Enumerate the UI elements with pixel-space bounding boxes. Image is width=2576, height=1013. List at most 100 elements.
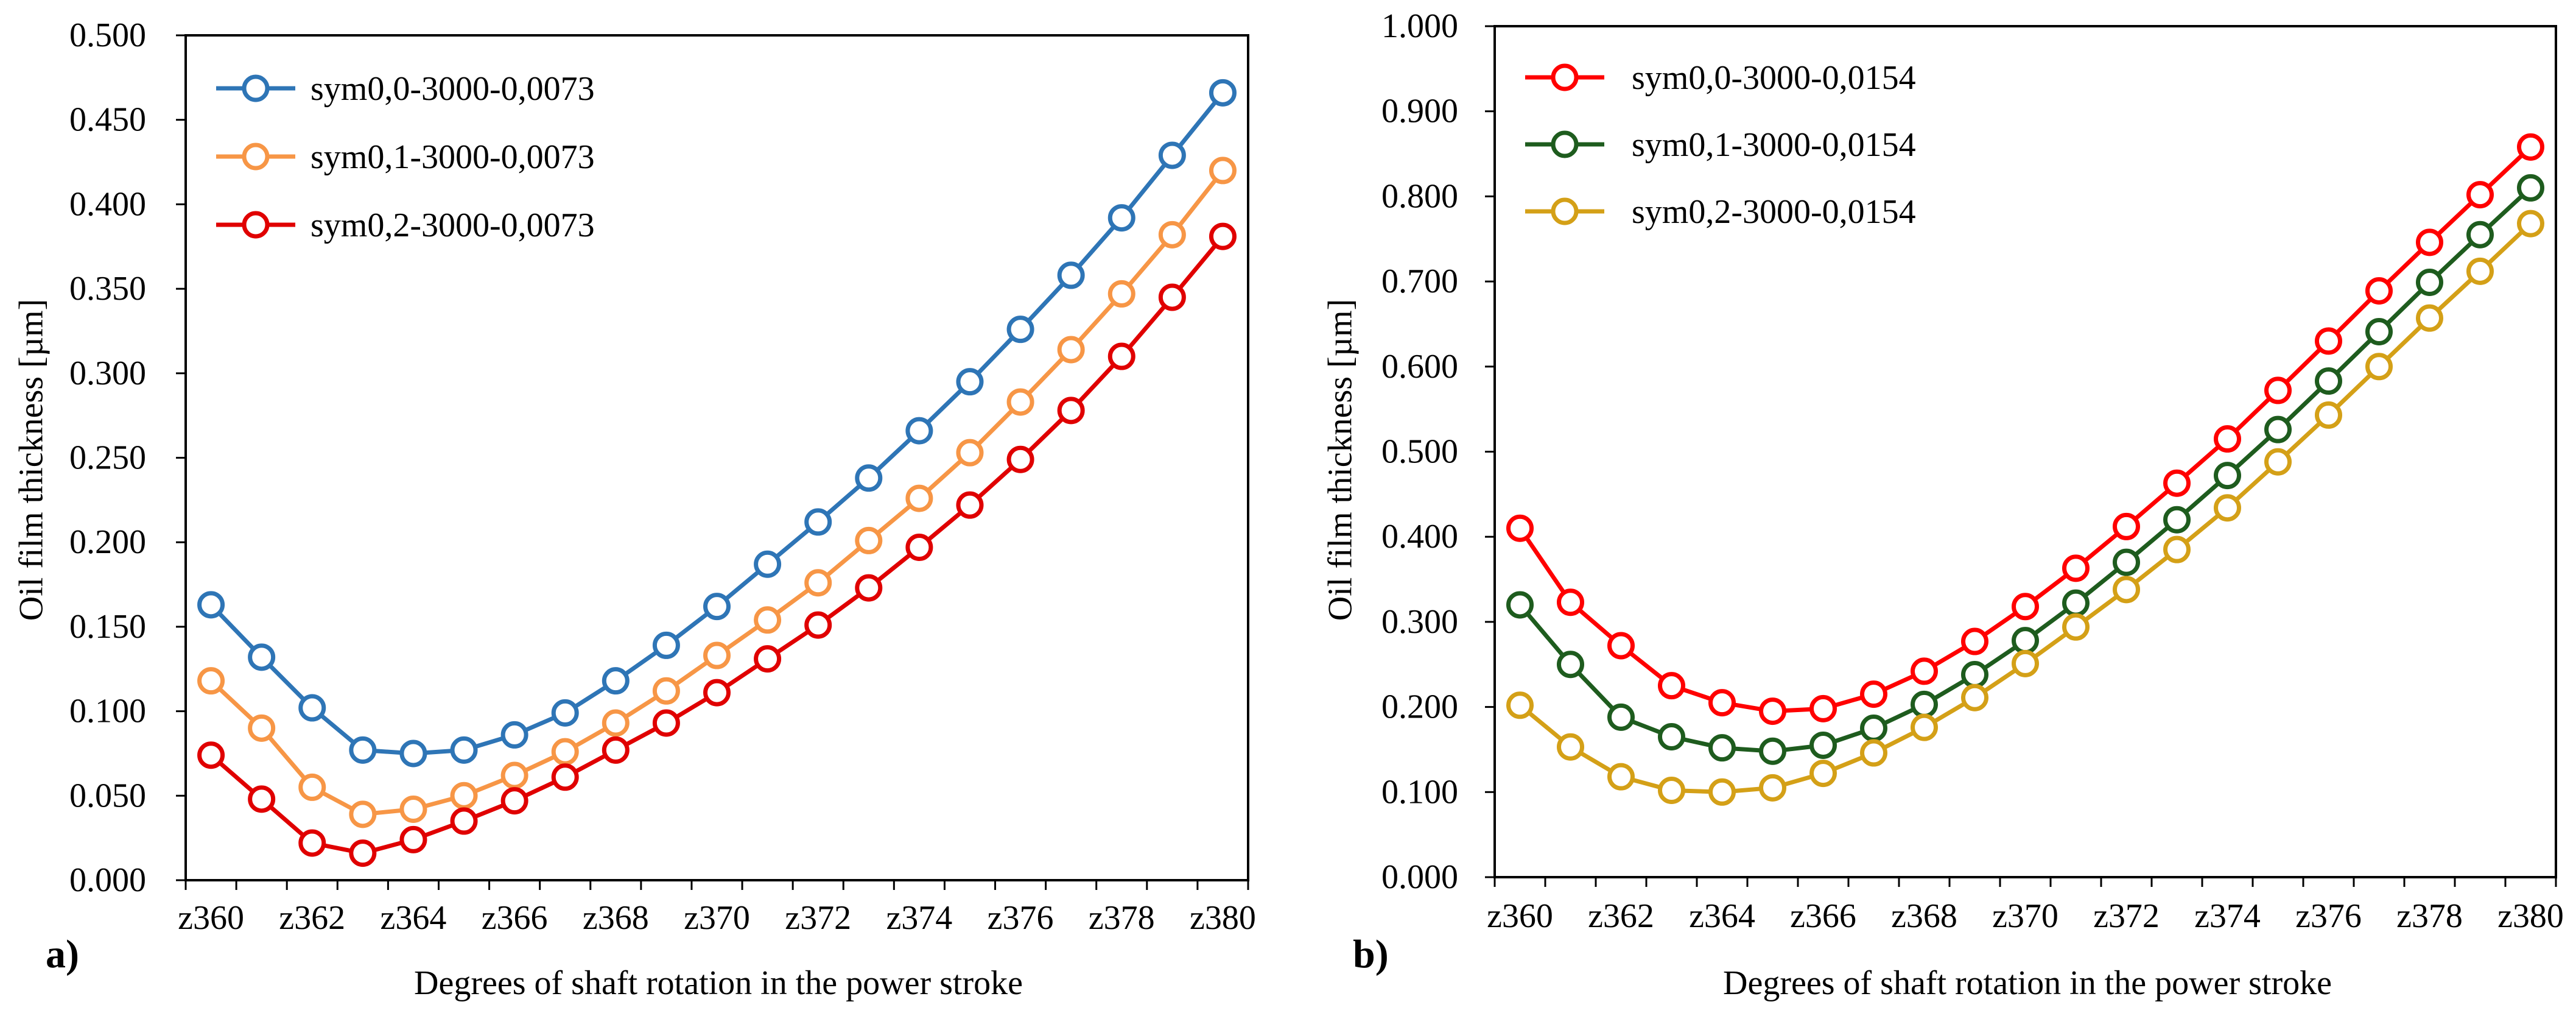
data-point: [1057, 261, 1085, 289]
data-point: [652, 677, 680, 705]
data-point: [2062, 589, 2090, 617]
data-point: [349, 839, 377, 867]
y-tick-label: 0.150: [69, 608, 146, 646]
y-tick-label: 0.700: [1381, 263, 1458, 300]
data-point: [298, 829, 326, 857]
data-point: [2163, 469, 2191, 497]
data-point: [1911, 690, 1938, 718]
x-tick-label: z366: [1790, 897, 1856, 935]
chart-panel-a: 0.000 0.050 0.100 0.150 0.200 0.250 0.300 0.350…: [13, 16, 1256, 1002]
data-point: [855, 526, 883, 554]
data-point: [2012, 593, 2039, 621]
y-tick-label: 0.400: [1381, 518, 1458, 556]
data-point: [500, 721, 528, 749]
data-point: [2365, 277, 2393, 305]
y-tick-label: 0.450: [69, 101, 146, 139]
data-point: [1759, 697, 1786, 725]
data-point: [804, 569, 832, 597]
y-tick-label: 1.000: [1381, 7, 1458, 45]
data-point: [248, 643, 276, 671]
x-axis-title: Degrees of shaft rotation in the power s…: [1723, 964, 2332, 1002]
panel-label: b): [1353, 932, 1389, 976]
data-point: [905, 534, 933, 562]
data-point: [298, 694, 326, 722]
x-tick-label: z372: [2093, 897, 2160, 935]
data-point: [2315, 367, 2342, 395]
x-tick-label: z378: [2396, 897, 2463, 935]
x-tick-label: z370: [1992, 897, 2058, 935]
x-tick-label: z380: [1190, 899, 1256, 937]
data-point: [1708, 689, 1736, 717]
data-point: [197, 741, 225, 769]
legend-label: sym0,1-3000-0,0073: [311, 138, 595, 176]
data-point: [197, 591, 225, 619]
data-point: [551, 699, 579, 727]
legend-swatch-marker: [1551, 130, 1579, 158]
data-point: [1658, 722, 1685, 750]
data-point: [2416, 228, 2443, 256]
data-point: [1607, 763, 1635, 791]
data-point: [298, 773, 326, 801]
data-point: [2466, 257, 2494, 285]
data-point: [248, 714, 276, 742]
data-point: [703, 593, 731, 621]
data-point: [551, 738, 579, 766]
data-point: [1860, 715, 1887, 743]
data-point: [2113, 576, 2140, 604]
legend-label: sym0,0-3000-0,0154: [1632, 59, 1916, 97]
legend-swatch-marker: [242, 211, 270, 239]
y-tick-label: 0.350: [69, 270, 146, 308]
data-point: [1107, 280, 1135, 308]
data-point: [703, 679, 731, 707]
data-point: [500, 787, 528, 815]
data-point: [1006, 388, 1034, 416]
y-tick-label: 0.500: [69, 16, 146, 54]
data-point: [703, 641, 731, 669]
data-point: [2315, 401, 2342, 429]
y-tick-label: 0.900: [1381, 93, 1458, 130]
x-tick-label: z362: [279, 899, 345, 937]
y-tick-label: 0.400: [69, 185, 146, 223]
data-point: [2517, 210, 2544, 238]
y-tick-label: 0.100: [1381, 773, 1458, 811]
data-point: [1107, 204, 1135, 232]
y-tick-label: 0.600: [1381, 348, 1458, 386]
data-point: [754, 550, 782, 578]
data-point: [1658, 672, 1685, 700]
data-point: [1911, 713, 1938, 741]
data-point: [551, 763, 579, 791]
data-point: [2012, 649, 2039, 677]
data-point: [399, 795, 427, 823]
data-point: [2517, 133, 2544, 161]
panel-label: a): [46, 932, 79, 976]
data-point: [754, 645, 782, 673]
x-tick-label: z374: [2194, 897, 2261, 935]
data-point: [450, 782, 478, 810]
y-tick-label: 0.800: [1381, 177, 1458, 215]
data-point: [450, 807, 478, 835]
data-point: [1006, 316, 1034, 344]
data-point: [2517, 174, 2544, 202]
data-point: [450, 736, 478, 764]
data-point: [2416, 304, 2443, 332]
data-point: [1961, 683, 1988, 711]
data-point: [602, 709, 630, 737]
data-point: [1708, 778, 1736, 806]
data-point: [1809, 694, 1837, 722]
data-point: [2466, 221, 2494, 249]
x-tick-label: z364: [380, 899, 446, 937]
data-point: [1057, 397, 1085, 425]
data-point: [2113, 548, 2140, 576]
data-point: [1006, 445, 1034, 473]
data-point: [248, 785, 276, 813]
y-axis-title: Oil film thickness [µm]: [13, 299, 51, 621]
data-point: [1809, 760, 1837, 788]
data-point: [1506, 591, 1534, 619]
data-point: [1708, 734, 1736, 762]
data-point: [1209, 157, 1237, 185]
legend-swatch-marker: [1551, 63, 1579, 91]
data-point: [2466, 181, 2494, 209]
data-point: [2012, 627, 2039, 655]
y-tick-label: 0.250: [69, 439, 146, 477]
data-point: [1506, 514, 1534, 542]
